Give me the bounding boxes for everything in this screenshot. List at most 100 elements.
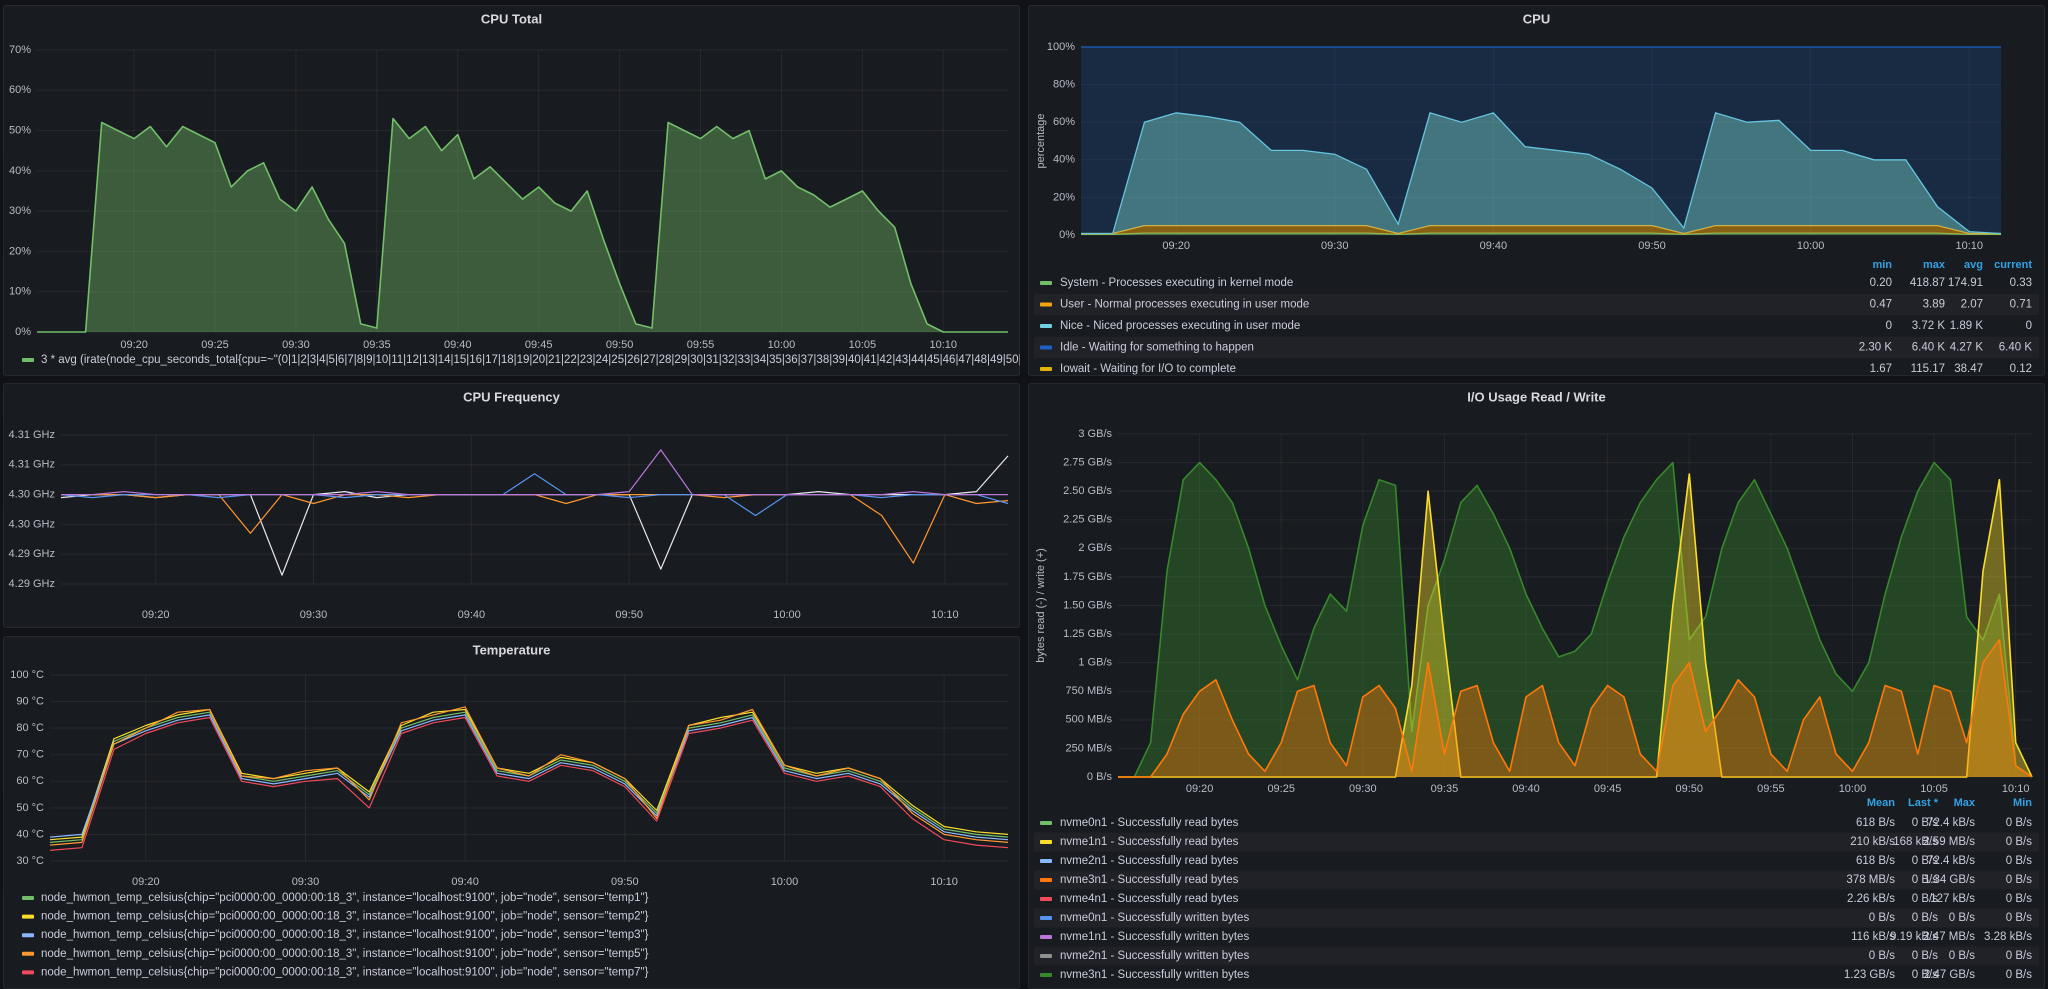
legend-swatch [1040, 916, 1052, 920]
legend-stat: 0 B/s [1869, 950, 1895, 962]
legend-swatch [1040, 954, 1052, 958]
y-tick-label: 40% [1053, 154, 1075, 166]
x-tick-label: 10:10 [2002, 783, 2030, 795]
y-tick-label: 90 °C [16, 695, 44, 707]
legend-swatch [22, 951, 34, 956]
legend-stat: 2.07 [1961, 299, 1983, 311]
legend-swatch [1040, 367, 1052, 371]
x-tick-label: 09:40 [444, 339, 472, 351]
x-tick-label: 09:20 [132, 876, 160, 888]
legend-swatch [22, 933, 34, 938]
x-tick-label: 09:25 [1267, 783, 1295, 795]
y-tick-label: 1.75 GB/s [1063, 571, 1112, 583]
legend-column-header: current [1994, 259, 2032, 271]
y-tick-label: 100% [1047, 41, 1075, 53]
y-tick-label: 40 °C [16, 828, 44, 840]
legend-stat: 116 kB/s [1851, 931, 1895, 943]
x-tick-label: 09:45 [1594, 783, 1622, 795]
panel: Temperature 30 °C 40 °C 50 °C 60 °C 70 °C 80 °… [3, 636, 1020, 989]
legend-stat: 1.23 GB/s [1844, 969, 1895, 981]
legend-label: nvme0n1 - Successfully written bytes [1060, 912, 1249, 924]
legend-stat: 0 B/s [1912, 874, 1938, 886]
legend-swatch [22, 970, 34, 975]
x-tick-label: 09:55 [687, 339, 715, 351]
x-tick-label: 09:20 [1162, 240, 1190, 252]
panel-title: CPU Total [481, 11, 542, 26]
panel-title: Temperature [473, 642, 551, 657]
panel: CPU Frequency 4.29 GHz 4.29 GHz 4.30 GHz 4.3… [3, 383, 1020, 628]
legend-label: node_hwmon_temp_celsius{chip="pci0000:00… [41, 929, 649, 941]
x-tick-label: 09:40 [451, 876, 479, 888]
y-tick-label: 60% [9, 84, 31, 96]
legend-swatch [22, 914, 34, 919]
y-tick-label: 0% [15, 326, 31, 338]
legend-stat: 0 B/s [2006, 874, 2032, 886]
y-tick-label: 70% [9, 44, 31, 56]
x-tick-label: 09:40 [1480, 240, 1508, 252]
legend-column-header: min [1872, 259, 1892, 271]
legend-label: nvme2n1 - Successfully read bytes [1060, 855, 1239, 867]
y-tick-label: 40% [9, 165, 31, 177]
y-tick-label: 4.29 GHz [9, 548, 55, 560]
panel-title: CPU [1523, 11, 1550, 26]
legend-label: node_hwmon_temp_celsius{chip="pci0000:00… [41, 911, 649, 923]
y-axis-label: percentage [1035, 113, 1047, 168]
legend-label: nvme4n1 - Successfully read bytes [1060, 893, 1239, 905]
legend-stat: 72.4 kB/s [1927, 817, 1975, 829]
legend-stat: 6.40 K [1912, 342, 1946, 354]
y-tick-label: 2.75 GB/s [1063, 456, 1112, 468]
y-tick-label: 10% [9, 286, 31, 298]
x-tick-label: 10:05 [1920, 783, 1948, 795]
series-area [37, 117, 1008, 333]
x-tick-label: 09:55 [1757, 783, 1785, 795]
legend-stat: 0 [2026, 320, 2032, 332]
y-tick-label: 750 MB/s [1066, 685, 1113, 697]
y-axis-label: bytes read (-) / write (+) [1035, 548, 1047, 663]
y-tick-label: 1 GB/s [1078, 657, 1112, 669]
y-tick-label: 20% [9, 245, 31, 257]
legend-swatch [1040, 281, 1052, 285]
legend-stat: 72.4 kB/s [1927, 855, 1975, 867]
legend-stat: 9.19 kB/s [1890, 931, 1938, 943]
legend-label: nvme1n1 - Successfully written bytes [1060, 931, 1249, 943]
y-tick-label: 1.50 GB/s [1063, 599, 1112, 611]
legend-swatch [1040, 935, 1052, 939]
legend-swatch [1040, 324, 1052, 328]
legend-stat: 0 B/s [2006, 817, 2032, 829]
legend-stat: 0 B/s [2006, 855, 2032, 867]
legend-stat: 0 B/s [1912, 969, 1938, 981]
legend-stat: 174.91 [1948, 277, 1983, 289]
legend-stat: 0 [1886, 320, 1892, 332]
y-tick-label: 4.30 GHz [9, 489, 55, 501]
legend-label: Nice - Niced processes executing in user… [1060, 320, 1300, 332]
legend-column-header: Mean [1867, 797, 1895, 809]
legend-stat: 0.12 [2010, 363, 2032, 375]
x-tick-label: 09:35 [1431, 783, 1459, 795]
panel: CPU 0% 20% 40% 60% 80% 100% 09:20 09:30 09:40 09:5… [1028, 5, 2045, 376]
legend-stat: 2.47 GB/s [1924, 969, 1975, 981]
x-tick-label: 10:05 [849, 339, 877, 351]
legend-stat: 1.34 GB/s [1924, 874, 1975, 886]
y-tick-label: 4.30 GHz [9, 518, 55, 530]
series-area [1118, 461, 2033, 778]
legend-stat: 38.47 [1954, 363, 1983, 375]
legend-row-background [1034, 946, 2039, 966]
legend-label: 3 * avg (irate(node_cpu_seconds_total{cp… [41, 354, 1138, 366]
series-area [1118, 639, 2033, 778]
legend-stat: 0.20 [1870, 277, 1892, 289]
y-tick-label: 1.25 GB/s [1063, 628, 1112, 640]
x-tick-label: 09:30 [1321, 240, 1349, 252]
y-tick-label: 3 GB/s [1078, 428, 1112, 440]
y-tick-label: 2.25 GB/s [1063, 514, 1112, 526]
panel-background [3, 5, 1020, 376]
panel: CPU Total 0% 10% 20% 30% 40% 50% 60% 70% 09:20 09:… [3, 5, 1138, 376]
x-tick-label: 09:20 [1186, 783, 1214, 795]
legend-swatch [1040, 345, 1052, 350]
legend-stat: 3.72 K [1912, 320, 1946, 332]
legend-stat: 618 B/s [1856, 855, 1895, 867]
x-tick-label: 10:10 [931, 609, 959, 621]
legend-stat: 0 B/s [2006, 950, 2032, 962]
panel-title: I/O Usage Read / Write [1467, 389, 1605, 404]
legend-stat: 2.47 MB/s [1923, 931, 1975, 943]
